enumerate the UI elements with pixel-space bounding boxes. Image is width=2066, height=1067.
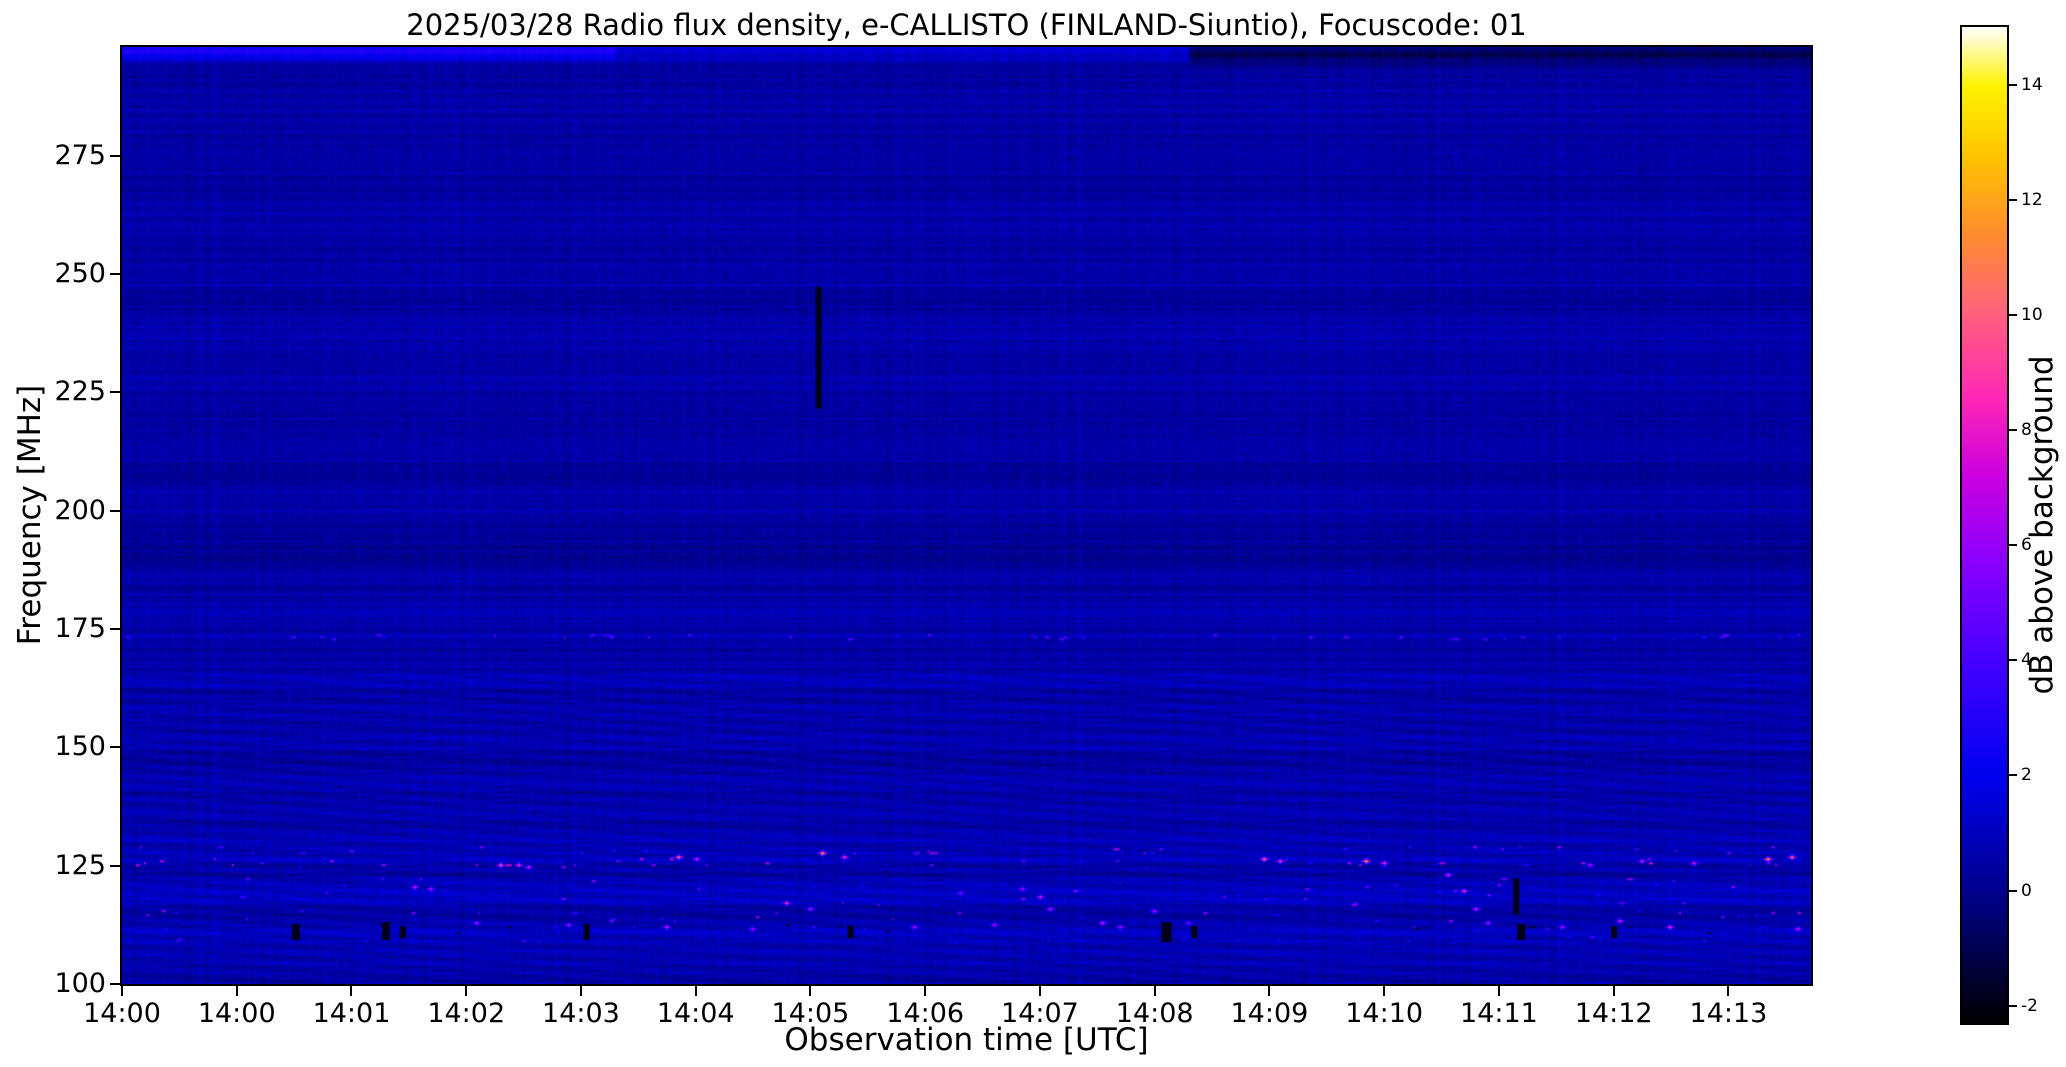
x-tick-label: 14:06 [886,998,965,1029]
colorbar-tick [2009,83,2017,86]
colorbar-tick-label: 2 [2021,765,2032,786]
y-tick-label: 200 [54,494,106,526]
x-tick [350,986,353,996]
x-tick [1268,986,1271,996]
plot-frame [120,45,1813,986]
x-tick [121,986,123,996]
x-tick [1153,986,1156,996]
x-tick-label: 14:02 [427,998,506,1029]
x-tick [1727,986,1730,996]
colorbar-tick-label: 0 [2021,880,2032,901]
spectrogram-canvas [122,47,1811,984]
x-tick-label: 14:12 [1574,998,1653,1029]
x-tick-label: 14:03 [542,998,620,1029]
colorbar-tick [2009,889,2017,892]
y-tick [110,983,120,985]
y-tick-label: 175 [54,613,106,645]
colorbar-tick-label: 8 [2021,420,2032,440]
y-tick [110,509,120,512]
colorbar-tick-label: 6 [2021,535,2032,556]
x-tick [1612,986,1615,996]
y-tick-label: 100 [54,968,106,999]
colorbar-tick [2009,544,2017,547]
colorbar-tick [2009,313,2017,316]
y-tick [110,628,120,631]
x-tick-label: 14:08 [1115,998,1194,1029]
y-tick [110,391,120,394]
y-tick-label: 150 [54,731,106,763]
x-tick [1497,986,1500,996]
colorbar-tick-label: -2 [2021,995,2038,1016]
colorbar-frame [1960,25,2009,1025]
x-tick-label: 14:13 [1689,998,1768,1029]
x-tick [1038,986,1041,996]
x-tick [465,986,468,996]
colorbar-tick-label: 14 [2021,74,2043,95]
y-tick-label: 250 [54,258,106,290]
colorbar-tick-label: 4 [2021,650,2032,671]
colorbar-tick [2009,1004,2017,1007]
y-tick [110,154,120,157]
x-axis-label: Observation time [UTC] [784,1022,1149,1058]
colorbar-tick [2009,198,2017,201]
x-tick [1383,986,1386,996]
x-tick-label: 14:01 [312,998,391,1029]
x-tick [235,986,238,996]
plot-title: 2025/03/28 Radio flux density, e-CALLIST… [406,8,1527,42]
y-tick-label: 225 [54,376,106,408]
x-tick-label: 14:07 [1001,998,1079,1029]
x-tick-label: 14:00 [83,998,161,1029]
x-tick-label: 14:00 [197,998,276,1029]
colorbar-tick-label: 12 [2021,189,2043,210]
x-tick-label: 14:05 [771,998,850,1029]
y-tick [110,273,120,276]
x-tick [809,986,812,996]
x-tick-label: 14:04 [656,998,735,1029]
x-tick [579,986,582,996]
colorbar-tick [2009,429,2017,431]
colorbar-tick [2009,774,2017,777]
colorbar-canvas [1962,27,2007,1023]
colorbar-label: dB above background [2024,355,2060,695]
x-tick [694,986,697,996]
x-tick [924,986,927,996]
y-tick [110,746,120,749]
y-tick-label: 125 [54,849,106,881]
x-tick-label: 14:11 [1459,998,1538,1029]
y-tick-label: 275 [54,139,106,171]
x-tick-label: 14:10 [1345,998,1424,1029]
x-tick-label: 14:09 [1230,998,1309,1029]
colorbar-tick-label: 10 [2021,304,2043,325]
colorbar-tick [2009,659,2017,662]
y-tick [110,864,120,867]
